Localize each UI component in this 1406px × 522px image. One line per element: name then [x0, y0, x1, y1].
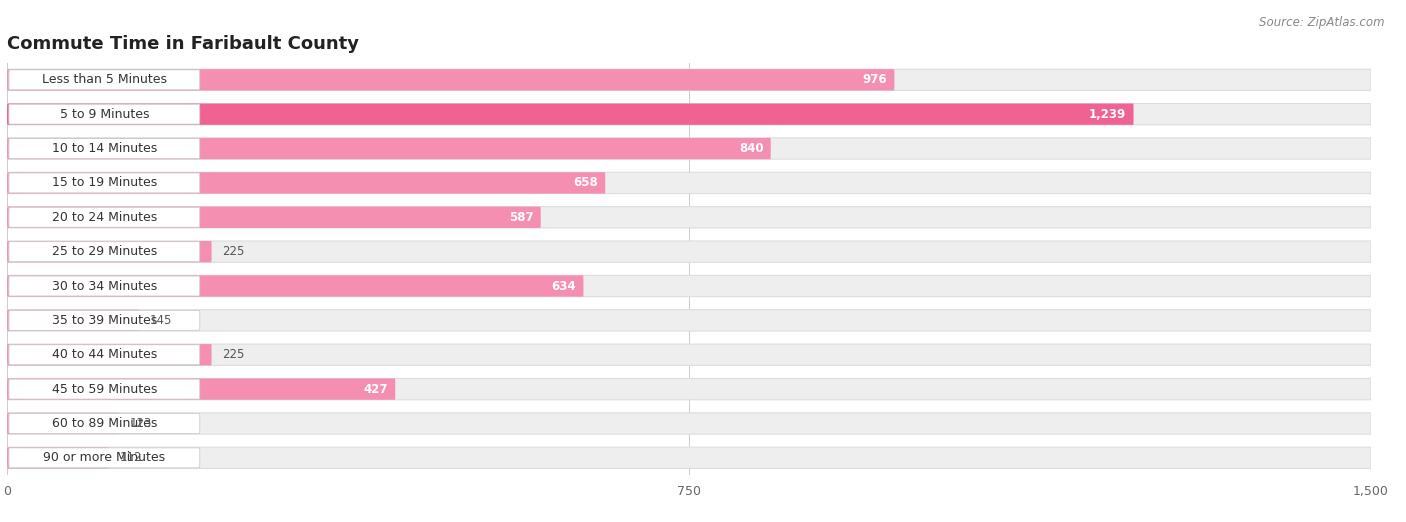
FancyBboxPatch shape	[8, 70, 200, 90]
FancyBboxPatch shape	[8, 448, 200, 468]
FancyBboxPatch shape	[7, 344, 211, 365]
Text: 976: 976	[862, 73, 887, 86]
FancyBboxPatch shape	[8, 104, 200, 124]
Text: 427: 427	[364, 383, 388, 396]
FancyBboxPatch shape	[7, 310, 1371, 331]
Text: 45 to 59 Minutes: 45 to 59 Minutes	[52, 383, 157, 396]
Text: 40 to 44 Minutes: 40 to 44 Minutes	[52, 348, 157, 361]
Text: 20 to 24 Minutes: 20 to 24 Minutes	[52, 211, 157, 224]
FancyBboxPatch shape	[7, 413, 120, 434]
FancyBboxPatch shape	[7, 172, 606, 194]
FancyBboxPatch shape	[7, 103, 1133, 125]
FancyBboxPatch shape	[7, 276, 1371, 296]
FancyBboxPatch shape	[7, 413, 1371, 434]
FancyBboxPatch shape	[7, 344, 1371, 365]
Text: Source: ZipAtlas.com: Source: ZipAtlas.com	[1260, 16, 1385, 29]
FancyBboxPatch shape	[7, 276, 583, 296]
Text: Less than 5 Minutes: Less than 5 Minutes	[42, 73, 167, 86]
FancyBboxPatch shape	[8, 276, 200, 296]
FancyBboxPatch shape	[7, 207, 1371, 228]
FancyBboxPatch shape	[8, 138, 200, 159]
Text: 35 to 39 Minutes: 35 to 39 Minutes	[52, 314, 157, 327]
Text: 145: 145	[150, 314, 172, 327]
FancyBboxPatch shape	[7, 69, 1371, 90]
Text: 587: 587	[509, 211, 533, 224]
FancyBboxPatch shape	[8, 173, 200, 193]
Text: 90 or more Minutes: 90 or more Minutes	[44, 452, 166, 465]
FancyBboxPatch shape	[7, 447, 108, 468]
Text: 15 to 19 Minutes: 15 to 19 Minutes	[52, 176, 157, 189]
FancyBboxPatch shape	[7, 378, 1371, 400]
FancyBboxPatch shape	[7, 241, 1371, 262]
Text: 30 to 34 Minutes: 30 to 34 Minutes	[52, 279, 157, 292]
Text: 658: 658	[574, 176, 598, 189]
FancyBboxPatch shape	[8, 242, 200, 262]
Text: Commute Time in Faribault County: Commute Time in Faribault County	[7, 35, 359, 53]
Text: 60 to 89 Minutes: 60 to 89 Minutes	[52, 417, 157, 430]
FancyBboxPatch shape	[8, 379, 200, 399]
FancyBboxPatch shape	[7, 207, 541, 228]
FancyBboxPatch shape	[8, 345, 200, 365]
Text: 123: 123	[129, 417, 152, 430]
Text: 1,239: 1,239	[1090, 108, 1126, 121]
FancyBboxPatch shape	[7, 172, 1371, 194]
FancyBboxPatch shape	[7, 447, 1371, 468]
Text: 112: 112	[120, 452, 142, 465]
FancyBboxPatch shape	[8, 207, 200, 227]
FancyBboxPatch shape	[8, 413, 200, 433]
Text: 25 to 29 Minutes: 25 to 29 Minutes	[52, 245, 157, 258]
FancyBboxPatch shape	[8, 311, 200, 330]
FancyBboxPatch shape	[7, 378, 395, 400]
Text: 634: 634	[551, 279, 576, 292]
Text: 225: 225	[222, 245, 245, 258]
FancyBboxPatch shape	[7, 138, 770, 159]
Text: 5 to 9 Minutes: 5 to 9 Minutes	[59, 108, 149, 121]
FancyBboxPatch shape	[7, 103, 1371, 125]
FancyBboxPatch shape	[7, 241, 211, 262]
Text: 840: 840	[740, 142, 763, 155]
FancyBboxPatch shape	[7, 310, 139, 331]
FancyBboxPatch shape	[7, 138, 1371, 159]
FancyBboxPatch shape	[7, 69, 894, 90]
Text: 225: 225	[222, 348, 245, 361]
Text: 10 to 14 Minutes: 10 to 14 Minutes	[52, 142, 157, 155]
